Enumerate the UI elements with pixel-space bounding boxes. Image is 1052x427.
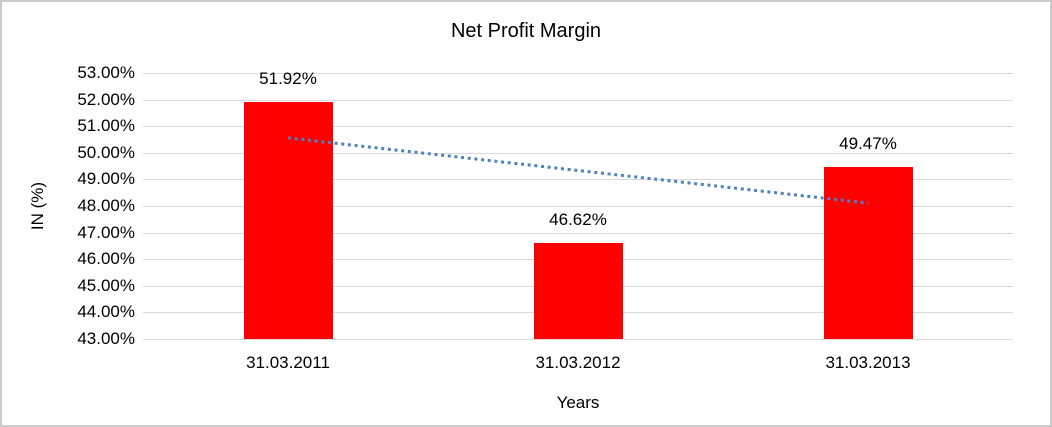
data-label: 46.62% (549, 209, 607, 229)
bar-31.03.2013 (823, 166, 913, 339)
gridline (143, 152, 1013, 154)
y-axis-tick-label: 44.00% (77, 302, 135, 322)
x-axis-tick-label: 31.03.2012 (535, 353, 621, 372)
y-axis-tick-label: 45.00% (77, 275, 135, 295)
y-axis-tick-label: 47.00% (77, 222, 135, 242)
gridline (143, 73, 1013, 74)
y-axis-tick-label: 48.00% (77, 196, 135, 215)
x-axis-tick-label: 31.03.2013 (825, 353, 911, 372)
gridline (143, 99, 1013, 101)
bar-31.03.2012 (533, 242, 623, 339)
y-axis-tick-label: 53.00% (77, 63, 135, 82)
x-axis-title: Years (556, 393, 600, 412)
gridline (143, 339, 1013, 340)
bar-31.03.2011 (243, 101, 333, 339)
y-axis-tick-label: 43.00% (77, 329, 135, 348)
gridline (143, 206, 1013, 207)
gridline (143, 126, 1013, 128)
data-label: 51.92% (259, 68, 317, 88)
x-axis-tick-label: 31.03.2011 (246, 353, 330, 372)
gridline (143, 179, 1013, 181)
trendline (287, 136, 869, 205)
y-axis-tick-label: 51.00% (77, 116, 135, 136)
y-axis-tick-label: 46.00% (77, 249, 135, 269)
y-axis-tick-label: 49.00% (77, 169, 135, 189)
y-axis-tick-label: 50.00% (77, 142, 135, 162)
data-label: 49.47% (839, 133, 897, 153)
gridline (143, 232, 1013, 234)
y-axis-tick-label: 52.00% (77, 89, 135, 109)
chart-title: Net Profit Margin (450, 20, 602, 42)
